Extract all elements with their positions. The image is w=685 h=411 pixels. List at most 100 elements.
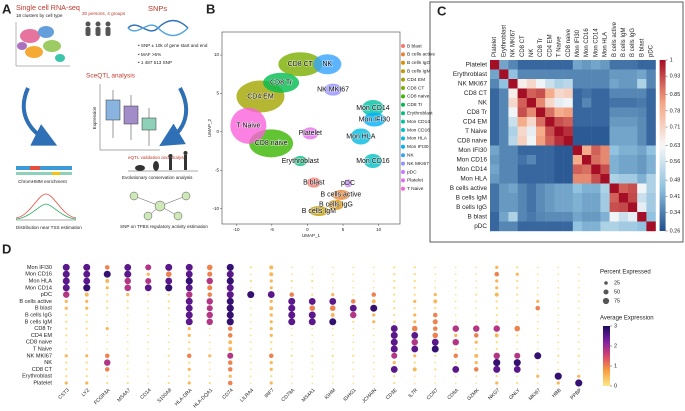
row-label: T Naive [465, 128, 487, 135]
colorbar-label: 1 [670, 57, 673, 63]
dot [493, 352, 500, 360]
dot [290, 286, 293, 289]
dot [206, 277, 213, 285]
heatmap-cell [609, 60, 619, 70]
heatmap-cell [536, 98, 546, 108]
heatmap-cell [536, 117, 546, 127]
row-label: NK MKI67 [27, 353, 53, 359]
heatmap-cell [517, 164, 527, 175]
dot [513, 365, 521, 373]
heatmap-cell [563, 88, 573, 99]
colorbar-label: 0.48 [670, 178, 681, 184]
dot [390, 345, 398, 353]
dot [514, 325, 521, 332]
heatmap-cell [526, 126, 537, 137]
chromhmm-icon [16, 166, 72, 175]
dot [290, 368, 293, 371]
dot [372, 375, 375, 378]
dot [147, 314, 150, 316]
heatmap-cell [637, 145, 647, 156]
row-label: CD8 naive [26, 340, 52, 346]
heatmap-cell [582, 107, 592, 118]
dot [475, 266, 478, 269]
heatmap-cell [591, 60, 601, 70]
colorbar-label: 3 [614, 323, 617, 329]
heatmap-cell [618, 88, 629, 99]
dot [64, 381, 68, 385]
dot [249, 314, 252, 316]
dot [433, 299, 438, 304]
heatmap-cell [591, 164, 601, 175]
dot [167, 334, 170, 337]
dot [144, 284, 152, 292]
dot [167, 320, 170, 323]
chromhmm-label: ChromHMM enrichment [18, 179, 67, 184]
dot [147, 348, 150, 350]
gene-label: IRF7 [264, 387, 276, 399]
dot [228, 347, 233, 351]
dot [331, 266, 334, 269]
heatmap-cell [637, 212, 647, 222]
dot [147, 300, 150, 303]
heatmap-cell [582, 69, 592, 80]
x-tick-label: 0 [306, 227, 309, 232]
tss-icon [15, 193, 77, 221]
size-legend-dot [603, 289, 609, 295]
colorbar-label: 0.41 [670, 194, 681, 200]
gene-label: NKG7 [487, 387, 501, 401]
dot [249, 279, 252, 283]
dot [454, 320, 457, 323]
dot [167, 341, 170, 344]
workflow-diagram: Single cell RNA-seq 18 clusters by cell … [15, 3, 208, 230]
dot [413, 279, 416, 283]
dot [145, 264, 152, 271]
heatmap-cell [628, 183, 638, 194]
dot [167, 381, 170, 385]
dot [349, 304, 357, 312]
heatmap-cell [618, 98, 629, 108]
dot [290, 279, 293, 283]
heatmap-cell [628, 126, 638, 137]
row-label: Mon HLA [29, 278, 53, 284]
dot [432, 332, 439, 339]
heatmap-cell [572, 174, 583, 184]
dot [268, 353, 274, 359]
dot [85, 327, 88, 330]
dot [494, 292, 499, 297]
colorbar-label: 0.85 [670, 92, 681, 98]
gene-label: CD14 [139, 387, 152, 400]
dot [331, 292, 335, 297]
heatmap-cell [600, 202, 610, 213]
dot [350, 311, 357, 319]
heatmap-cell [490, 98, 500, 108]
dot [413, 313, 417, 317]
dot [290, 361, 293, 364]
heatmap-cell [517, 88, 527, 99]
heatmap-cell [572, 98, 583, 108]
heatmap-cell [499, 212, 509, 222]
heatmap-cell [618, 174, 629, 184]
dot [167, 293, 170, 296]
heatmap-cell [508, 98, 518, 108]
heatmap-cell [646, 193, 656, 203]
colorbar-label: 1 [614, 363, 617, 369]
dot [390, 325, 398, 333]
dot [126, 314, 129, 316]
dot [352, 361, 355, 364]
dot [577, 280, 580, 282]
dot [577, 286, 580, 289]
dot [475, 320, 478, 323]
heatmap-cell [499, 155, 509, 165]
heatmap-cell [499, 69, 509, 80]
row-label: Erythroblast [453, 71, 487, 78]
dot [308, 318, 316, 326]
heatmap-cell [526, 183, 537, 194]
heatmap-cell [490, 117, 500, 127]
dot [208, 348, 211, 350]
column-label: B blast [639, 38, 645, 57]
row-label: CD8 Tr [467, 109, 488, 116]
heatmap-cell [545, 221, 555, 232]
snps-title: SNPs [148, 4, 167, 13]
dot [126, 381, 129, 385]
dot [390, 365, 398, 373]
